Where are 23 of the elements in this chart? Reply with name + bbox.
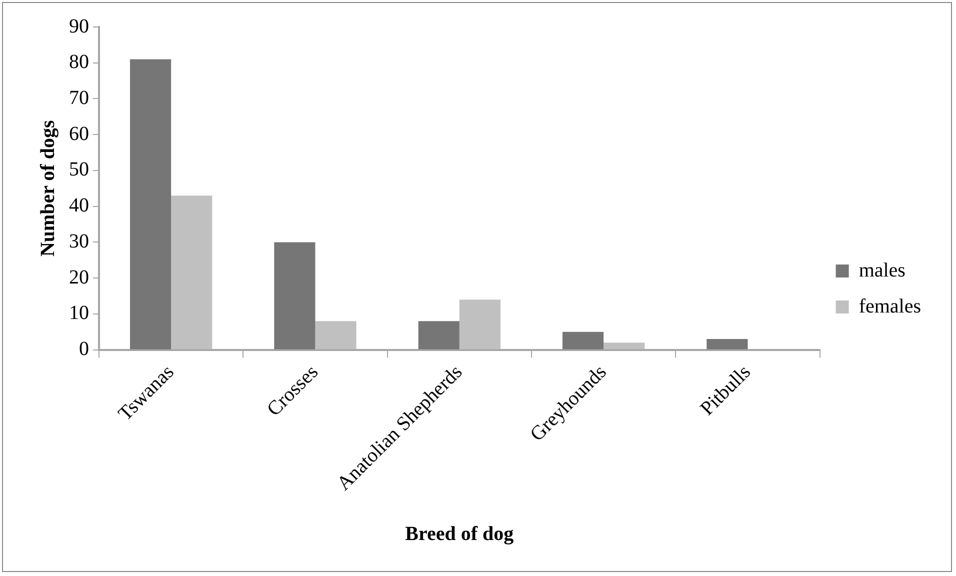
bar bbox=[130, 59, 172, 350]
y-tick-label: 40 bbox=[69, 194, 89, 217]
bar bbox=[315, 321, 356, 350]
bar bbox=[459, 300, 500, 350]
y-tick-label: 0 bbox=[79, 338, 89, 360]
y-axis-title: Number of dogs bbox=[37, 120, 60, 257]
bar bbox=[706, 339, 748, 350]
legend-label: females bbox=[858, 295, 922, 318]
bar bbox=[274, 242, 316, 350]
bar bbox=[171, 196, 212, 350]
y-tick-label: 20 bbox=[69, 266, 89, 288]
y-tick-label: 80 bbox=[69, 51, 89, 74]
bar bbox=[604, 342, 645, 350]
y-tick-label: 60 bbox=[69, 122, 89, 145]
bar bbox=[418, 321, 460, 350]
legend-label: males bbox=[858, 259, 906, 282]
bar bbox=[562, 332, 604, 350]
y-tick-label: 50 bbox=[69, 158, 89, 181]
y-tick-label: 90 bbox=[69, 15, 89, 38]
y-tick-label: 10 bbox=[69, 302, 89, 324]
y-tick-label: 30 bbox=[69, 230, 89, 252]
x-axis-title: Breed of dog bbox=[405, 523, 514, 546]
y-tick-label: 70 bbox=[69, 86, 89, 109]
